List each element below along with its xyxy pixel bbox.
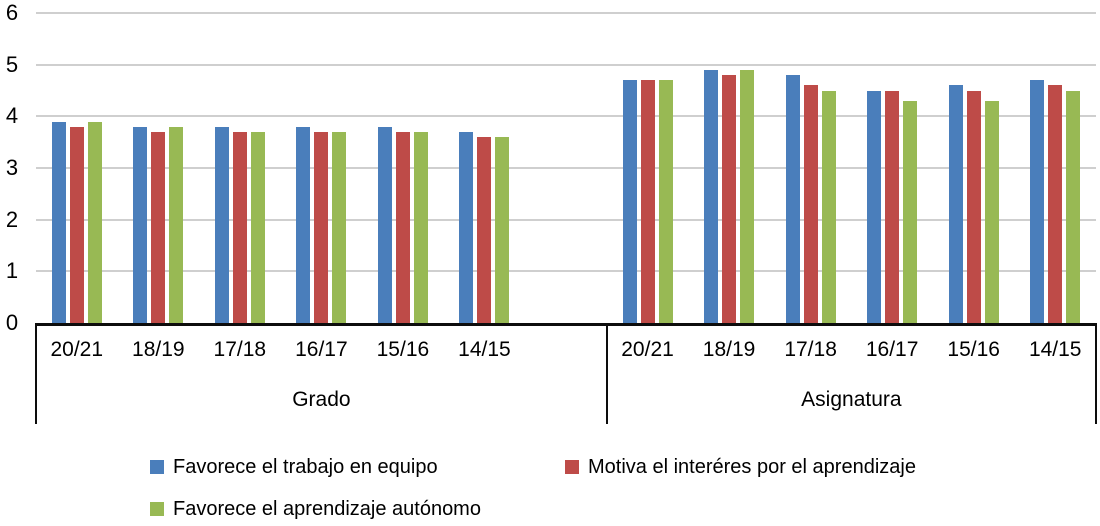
bar-grado-18-19-s0: [133, 126, 148, 323]
bar-grado-16-17-s0: [296, 126, 311, 323]
bar-grado-16-17-s1: [314, 131, 329, 323]
x-category-label: 16/17: [295, 338, 348, 361]
x-group-label-asignatura: Asignatura: [801, 388, 902, 411]
x-category-label: 14/15: [1028, 338, 1082, 361]
legend-label: Favorece el trabajo en equipo: [173, 456, 438, 478]
bar-asignatura-14-15-s2: [1066, 90, 1081, 323]
bar-asignatura-16-17-s0: [867, 90, 882, 323]
bar-grado-20-21-s2: [87, 121, 102, 323]
legend-item: Favorece el trabajo en equipo: [150, 455, 438, 479]
bar-grado-14-15-s0: [459, 131, 474, 323]
axis-group-separator-0: [35, 323, 37, 424]
bar-asignatura-20-21-s2: [658, 80, 673, 323]
bar-asignatura-15-16-s0: [948, 85, 963, 323]
x-category-label: 20/21: [50, 338, 104, 361]
bar-grado-15-16-s1: [395, 131, 410, 323]
bar-asignatura-20-21-s0: [622, 80, 637, 323]
bar-asignatura-15-16-s2: [984, 100, 999, 323]
y-tick-label: 5: [5, 51, 19, 77]
bar-asignatura-20-21-s1: [640, 80, 655, 323]
y-tick-label: 6: [5, 0, 19, 25]
legend-item: Motiva el interéres por el aprendizaje: [565, 455, 916, 479]
legend-swatch-icon: [150, 502, 164, 516]
gridline-1: [36, 270, 1096, 273]
bar-asignatura-18-19-s2: [740, 69, 755, 323]
gridline-3: [36, 167, 1096, 169]
bar-asignatura-16-17-s2: [903, 100, 918, 323]
y-tick-label: 4: [5, 103, 19, 129]
bar-grado-17-18-s0: [214, 126, 229, 323]
x-category-label: 20/21: [621, 338, 674, 361]
axis-group-separator-1: [605, 323, 608, 424]
bar-asignatura-14-15-s0: [1030, 80, 1045, 323]
legend-swatch-icon: [565, 460, 579, 474]
y-tick-label: 2: [5, 206, 19, 232]
legend-label: Favorece el aprendizaje autónomo: [173, 498, 481, 520]
x-category-label: 17/18: [213, 338, 267, 361]
bar-grado-20-21-s0: [51, 121, 66, 323]
bar-grado-18-19-s1: [151, 131, 166, 323]
bar-asignatura-18-19-s1: [722, 75, 737, 323]
x-category-label: 15/16: [947, 338, 1000, 361]
axis-group-separator-2: [1095, 323, 1097, 424]
bar-asignatura-14-15-s1: [1048, 85, 1063, 323]
bar-asignatura-15-16-s1: [966, 90, 981, 323]
bar-grado-20-21-s1: [69, 126, 84, 323]
bar-grado-14-15-s1: [477, 137, 492, 323]
bar-grado-17-18-s2: [250, 131, 265, 323]
gridline-6: [36, 12, 1096, 14]
bar-grado-15-16-s0: [377, 126, 392, 323]
x-axis-line: [35, 323, 1097, 326]
legend-swatch-icon: [150, 460, 164, 474]
gridline-5: [36, 63, 1096, 66]
bar-asignatura-17-18-s1: [803, 85, 818, 323]
legend-label: Motiva el interéres por el aprendizaje: [588, 456, 916, 478]
x-category-label: 18/19: [132, 338, 185, 361]
bar-asignatura-18-19-s0: [704, 69, 719, 323]
bar-grado-15-16-s2: [413, 131, 428, 323]
bar-grado-16-17-s2: [332, 131, 347, 323]
x-category-label: 16/17: [865, 338, 919, 361]
bar-asignatura-17-18-s2: [821, 90, 836, 323]
legend-item: Favorece el aprendizaje autónomo: [150, 497, 481, 521]
gridline-4: [36, 115, 1096, 118]
x-category-label: 14/15: [458, 338, 511, 361]
x-group-label-grado: Grado: [292, 388, 351, 411]
y-tick-label: 0: [5, 310, 19, 335]
x-category-label: 18/19: [702, 338, 756, 361]
bar-grado-18-19-s2: [169, 126, 184, 323]
x-category-label: 17/18: [784, 338, 837, 361]
bar-asignatura-16-17-s1: [885, 90, 900, 323]
bar-grado-14-15-s2: [495, 137, 510, 323]
gridline-2: [36, 218, 1096, 221]
x-category-label: 15/16: [376, 338, 430, 361]
bar-grado-17-18-s1: [232, 131, 247, 323]
bar-asignatura-17-18-s0: [785, 75, 800, 323]
y-tick-label: 3: [5, 155, 19, 180]
y-tick-label: 1: [5, 258, 19, 284]
